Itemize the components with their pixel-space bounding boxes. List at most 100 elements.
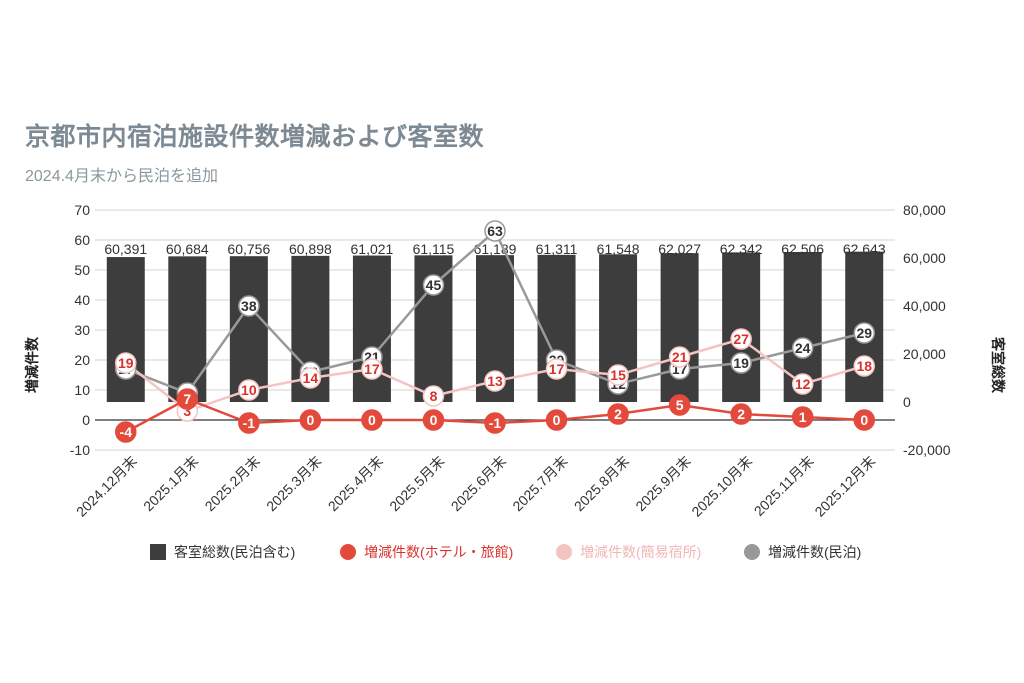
left-tick-label: -10 — [70, 442, 90, 458]
legend-swatch — [556, 544, 572, 560]
legend-label: 客室総数(民泊含む) — [174, 544, 295, 560]
legend-swatch — [150, 544, 166, 560]
right-tick-label: 20,000 — [903, 346, 946, 362]
category-label: 2025.6月末 — [448, 453, 509, 514]
legend-swatch — [340, 544, 356, 560]
series-point-label: 17 — [549, 361, 565, 377]
series-point-label: 0 — [553, 412, 561, 428]
series-point-label: 0 — [368, 412, 376, 428]
series-point — [176, 388, 199, 410]
bar-data-label: 61,548 — [597, 241, 640, 257]
series-point — [853, 409, 875, 431]
left-tick-label: 60 — [74, 232, 90, 248]
left-tick-label: 10 — [74, 382, 90, 398]
series-point — [484, 412, 506, 434]
chart-subtitle: 2024.4月末から民泊を追加 — [25, 168, 218, 185]
category-label: 2025.7月末 — [509, 453, 570, 514]
series-point-label: 12 — [795, 376, 811, 392]
series-point-label: -1 — [243, 415, 256, 431]
series-point — [730, 352, 752, 374]
series-point — [668, 394, 691, 416]
left-tick-label: 0 — [82, 412, 90, 428]
bar-data-label: 60,756 — [227, 241, 270, 257]
series-point-label: 19 — [118, 355, 134, 371]
series-point-label: 14 — [303, 370, 319, 386]
bar-data-label: 62,643 — [843, 241, 886, 257]
bar — [168, 256, 207, 402]
legend-label: 増減件数(ホテル・旅館) — [364, 544, 513, 560]
bar — [106, 257, 145, 402]
bar-data-label: 62,506 — [781, 241, 824, 257]
category-label: 2025.12月末 — [811, 453, 878, 520]
series-point — [607, 403, 629, 425]
series-point-label: 8 — [430, 388, 438, 404]
series-point — [484, 220, 506, 242]
series-point — [115, 352, 137, 374]
category-label: 2025.4月末 — [325, 453, 386, 514]
chart-title: 京都市内宿泊施設件数増減および客室数 — [25, 123, 485, 151]
series-point-label: 1 — [799, 409, 807, 425]
series-point-label: 45 — [426, 277, 442, 293]
series-point-label: 18 — [856, 358, 872, 374]
category-label: 2025.2月末 — [202, 453, 263, 514]
series-point-label: 17 — [364, 361, 380, 377]
category-label: 2025.10月末 — [688, 453, 755, 520]
legend-swatch — [744, 544, 760, 560]
series-point-label: 10 — [241, 382, 257, 398]
series-point-label: 24 — [795, 340, 811, 356]
series-point — [238, 295, 260, 317]
bar-data-label: 60,684 — [166, 241, 209, 257]
category-label: 2025.8月末 — [571, 453, 632, 514]
bar-data-label: 62,027 — [658, 241, 701, 257]
series-point — [545, 409, 568, 431]
series-point — [791, 406, 814, 428]
series-point — [299, 409, 322, 431]
series-point-label: 3 — [183, 403, 191, 419]
series-point — [791, 337, 814, 359]
series-point — [422, 409, 445, 431]
category-label: 2025.3月末 — [263, 453, 324, 514]
bar-data-label: 61,021 — [351, 241, 394, 257]
right-tick-label: 60,000 — [903, 250, 946, 266]
category-label: 2025.1月末 — [140, 453, 201, 514]
series-point-label: 13 — [487, 373, 503, 389]
series-point-label: -1 — [489, 415, 502, 431]
series-point — [730, 403, 752, 425]
series-point-label: 38 — [241, 298, 257, 314]
series-point — [484, 370, 506, 392]
left-axis-title: 増減件数 — [24, 336, 40, 393]
series-point — [668, 346, 691, 368]
left-tick-label: 70 — [74, 202, 90, 218]
bar — [722, 252, 761, 402]
bar — [352, 255, 391, 402]
left-tick-label: 50 — [74, 262, 90, 278]
series-point-label: -4 — [120, 424, 133, 440]
series-point-label: 2 — [737, 406, 745, 422]
bar-data-label: 62,342 — [720, 241, 763, 257]
series-point-label: 15 — [610, 367, 626, 383]
bar-data-label: 60,898 — [289, 241, 332, 257]
series-point — [730, 328, 752, 350]
bar-data-label: 61,311 — [536, 241, 578, 257]
series-point — [853, 322, 875, 344]
right-tick-label: 80,000 — [903, 202, 946, 218]
series-point-label: 19 — [733, 355, 749, 371]
series-point-label: 7 — [183, 391, 191, 407]
left-tick-label: 40 — [74, 292, 90, 308]
series-point — [422, 274, 445, 296]
series-point-label: 0 — [430, 412, 438, 428]
legend-label: 増減件数(民泊) — [768, 544, 861, 560]
series-point-label: 27 — [733, 331, 749, 347]
left-tick-label: 30 — [74, 322, 90, 338]
series-point — [238, 379, 260, 401]
right-tick-label: 40,000 — [903, 298, 946, 314]
category-label: 2024.12月末 — [73, 453, 140, 520]
series-point-label: 21 — [672, 349, 688, 365]
right-tick-label: 0 — [903, 394, 911, 410]
series-point — [422, 385, 445, 407]
series-point-label: 2 — [614, 406, 622, 422]
bar — [537, 254, 576, 402]
bar-data-label: 60,391 — [104, 241, 147, 257]
series-point-label: 0 — [306, 412, 314, 428]
